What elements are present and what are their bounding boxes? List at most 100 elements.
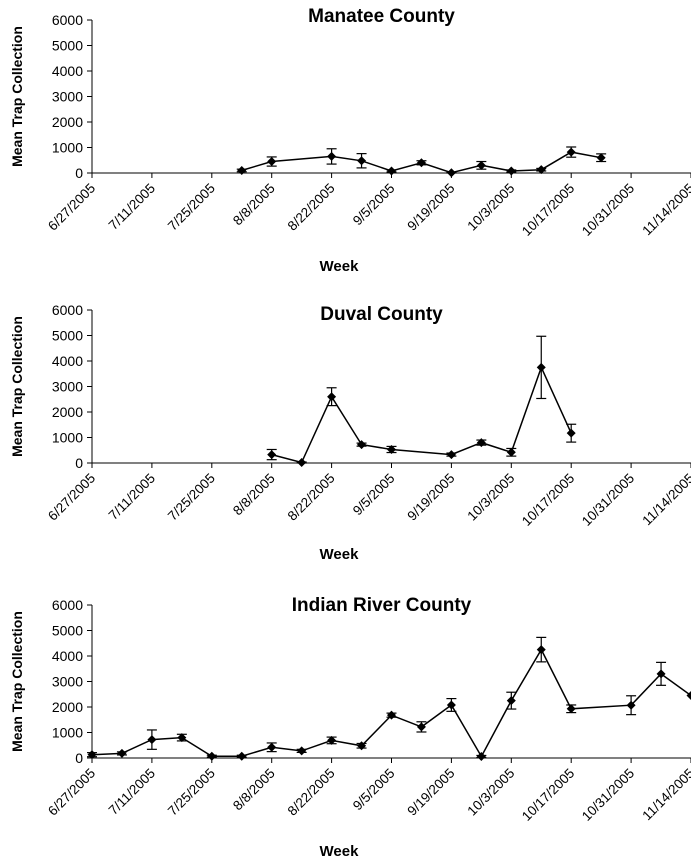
y-tick-label: 2000 <box>52 114 83 130</box>
x-tick-label: 11/14/2005 <box>639 471 691 529</box>
x-tick-label: 8/22/2005 <box>285 471 338 524</box>
x-tick-label: 8/22/2005 <box>285 181 338 234</box>
x-tick-label: 7/25/2005 <box>165 471 218 524</box>
x-tick-label: 10/31/2005 <box>579 471 637 529</box>
data-point <box>476 751 486 761</box>
y-axis-label: Mean Trap Collection <box>9 26 25 167</box>
data-point <box>476 160 486 170</box>
y-tick-label: 3000 <box>52 674 83 690</box>
data-point <box>327 151 337 161</box>
y-tick-label: 5000 <box>52 328 83 344</box>
x-tick-label: 7/25/2005 <box>165 766 218 819</box>
data-point <box>267 450 277 460</box>
x-tick-label: 9/5/2005 <box>350 471 398 519</box>
data-point <box>506 696 516 706</box>
data-point <box>117 748 127 758</box>
y-tick-label: 0 <box>75 165 83 181</box>
x-axis-label: Week <box>320 546 360 563</box>
chart-panel-2: Duval County Mean Trap Collection 0 1000 200… <box>9 302 691 563</box>
y-tick-label: 0 <box>75 455 83 471</box>
x-tick-label: 10/17/2005 <box>519 766 577 824</box>
y-tick-label: 2000 <box>52 404 83 420</box>
data-point <box>327 735 337 745</box>
x-tick-label: 9/5/2005 <box>350 181 398 229</box>
data-point <box>656 669 666 679</box>
data-point <box>87 750 97 760</box>
y-tick-label: 0 <box>75 750 83 766</box>
y-tick-label: 3000 <box>52 379 83 395</box>
x-tick-label: 7/11/2005 <box>106 181 158 233</box>
data-point <box>357 440 367 450</box>
data-point <box>536 165 546 175</box>
y-tick-label: 6000 <box>52 597 83 613</box>
data-point <box>686 691 691 701</box>
x-tick-label: 8/8/2005 <box>230 766 278 814</box>
data-point <box>237 165 247 175</box>
x-tick-label: 10/3/2005 <box>464 766 517 819</box>
data-point <box>327 392 337 402</box>
x-tick-label: 6/27/2005 <box>45 471 98 524</box>
y-tick-label: 1000 <box>52 725 83 741</box>
data-point <box>536 645 546 655</box>
x-tick-label: 8/8/2005 <box>230 181 278 229</box>
y-tick-label: 1000 <box>52 140 83 156</box>
series-line <box>271 365 572 464</box>
chart-title: Manatee County <box>308 6 455 27</box>
x-axis-label: Week <box>320 843 360 860</box>
y-tick-label: 1000 <box>52 430 83 446</box>
x-tick-label: 6/27/2005 <box>45 766 98 819</box>
chart-title: Duval County <box>320 304 443 325</box>
data-point <box>416 722 426 732</box>
y-tick-label: 6000 <box>52 12 83 28</box>
chart-panel-3: Indian River County Mean Trap Collection 0… <box>9 595 691 860</box>
data-point <box>506 166 516 176</box>
x-tick-label: 10/3/2005 <box>464 181 517 234</box>
x-tick-label: 7/11/2005 <box>106 766 158 818</box>
data-point <box>506 447 516 457</box>
y-tick-label: 2000 <box>52 699 83 715</box>
data-point <box>416 158 426 168</box>
data-point <box>446 168 456 178</box>
x-tick-label: 9/19/2005 <box>404 181 457 234</box>
y-tick-label: 5000 <box>52 38 83 54</box>
data-point <box>387 166 396 176</box>
data-point <box>267 742 277 752</box>
y-tick-label: 4000 <box>52 353 83 369</box>
chart-title: Indian River County <box>292 595 472 616</box>
series-line <box>241 151 602 174</box>
data-point <box>297 457 307 467</box>
data-point <box>536 362 546 372</box>
chart-panel-1: Manatee County Mean Trap Collection 0 1000 2… <box>9 6 691 275</box>
data-point <box>357 741 367 751</box>
data-point <box>237 751 247 761</box>
x-tick-label: 9/19/2005 <box>404 471 457 524</box>
x-tick-label: 10/17/2005 <box>519 181 577 239</box>
data-point <box>147 735 157 745</box>
x-tick-label: 8/8/2005 <box>230 471 278 519</box>
y-tick-label: 4000 <box>52 63 83 79</box>
data-point <box>207 751 217 761</box>
data-point <box>566 428 576 438</box>
x-tick-label: 10/31/2005 <box>579 766 637 824</box>
data-point <box>566 704 576 714</box>
x-tick-label: 9/19/2005 <box>404 766 457 819</box>
data-point <box>297 746 307 756</box>
data-point <box>357 156 367 166</box>
data-point <box>566 147 576 157</box>
y-tick-label: 3000 <box>52 89 83 105</box>
y-axis-label: Mean Trap Collection <box>9 316 25 457</box>
data-point <box>626 700 636 710</box>
data-point <box>446 450 456 460</box>
y-tick-label: 5000 <box>52 623 83 639</box>
data-point <box>476 438 486 448</box>
data-point <box>267 157 277 167</box>
data-point <box>596 153 606 163</box>
y-tick-label: 4000 <box>52 648 83 664</box>
data-point <box>387 444 396 454</box>
x-axis-label: Week <box>320 258 360 275</box>
x-tick-label: 8/22/2005 <box>285 766 338 819</box>
x-tick-label: 6/27/2005 <box>45 181 98 234</box>
x-tick-label: 9/5/2005 <box>350 766 398 814</box>
y-tick-label: 6000 <box>52 302 83 318</box>
